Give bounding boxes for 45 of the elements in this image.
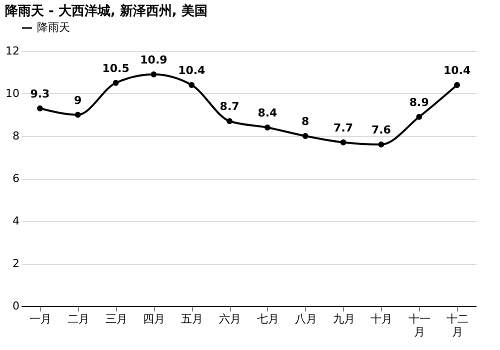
data-label: 8 <box>302 115 310 128</box>
data-label: 7.6 <box>371 124 392 136</box>
y-tick-label: 6 <box>12 172 20 185</box>
x-tick-label: 一月 <box>29 312 52 326</box>
legend-label: 降雨天 <box>37 21 70 34</box>
chart-title: 降雨天 - 大西洋城, 新泽西州, 美国 <box>5 3 208 19</box>
x-tick-label: 十二月 <box>446 312 469 338</box>
point <box>226 118 232 124</box>
data-label: 7.7 <box>334 121 354 134</box>
data-label: 10.9 <box>140 53 168 66</box>
point <box>150 71 157 78</box>
point <box>302 133 308 139</box>
data-label: 9 <box>74 94 82 107</box>
data-label: 9.3 <box>30 87 50 100</box>
y-tick-label: 12 <box>6 44 20 58</box>
data-label: 8.9 <box>409 96 429 109</box>
point <box>340 139 346 146</box>
point <box>264 124 270 130</box>
x-tick-label: 二月 <box>67 312 90 326</box>
y-tick-label: 8 <box>12 130 20 142</box>
point <box>188 82 195 88</box>
x-tick-label: 九月 <box>332 312 355 326</box>
x-tick-label: 四月 <box>143 312 166 326</box>
data-label: 10.4 <box>443 64 471 77</box>
x-tick-label: 三月 <box>105 312 128 326</box>
point <box>416 114 422 120</box>
y-tick-label: 4 <box>12 214 20 228</box>
x-tick-label: 六月 <box>219 312 242 326</box>
x-tick-label: 十一月 <box>408 312 431 338</box>
point <box>74 112 81 118</box>
x-tick-label: 七月 <box>256 312 279 326</box>
data-label: 10.4 <box>178 64 206 77</box>
data-label: 8.4 <box>258 106 278 120</box>
data-label: 8.7 <box>220 100 240 114</box>
x-tick-label: 十月 <box>370 312 393 326</box>
y-tick-label: 2 <box>12 257 20 270</box>
x-tick-label: 八月 <box>294 312 317 326</box>
x-tick-label: 五月 <box>181 312 204 326</box>
point <box>454 82 460 88</box>
data-label: 10.5 <box>102 62 130 75</box>
y-tick-label: 10 <box>6 87 20 100</box>
y-tick-label: 0 <box>12 300 20 312</box>
point <box>378 142 384 148</box>
point <box>112 80 119 86</box>
point <box>37 105 43 112</box>
